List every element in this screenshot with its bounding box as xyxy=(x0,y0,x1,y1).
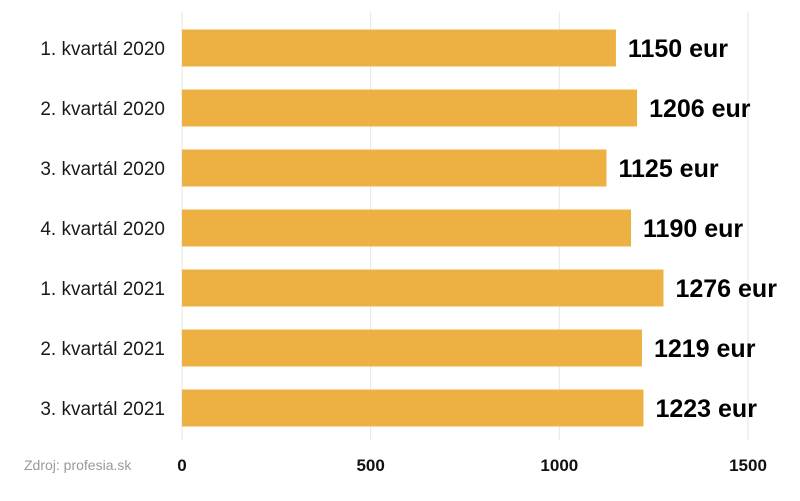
x-tick-label: 500 xyxy=(356,456,384,475)
category-labels: 1. kvartál 2020 2. kvartál 2020 3. kvartál… xyxy=(40,39,165,420)
x-tick-label: 1500 xyxy=(729,456,767,475)
value-label: 1206 eur xyxy=(649,95,751,123)
category-label: 3. kvartál 2021 xyxy=(40,399,165,420)
category-label: 4. kvartál 2020 xyxy=(40,219,165,240)
bar xyxy=(182,29,616,67)
category-label: 1. kvartál 2021 xyxy=(40,279,165,300)
source-note: Zdroj: profesia.sk xyxy=(24,457,132,473)
value-label: 1276 eur xyxy=(675,275,777,303)
x-axis-ticks: 0 500 1000 1500 xyxy=(177,456,767,475)
category-label: 2. kvartál 2020 xyxy=(40,99,165,120)
x-tick-label: 1000 xyxy=(540,456,578,475)
bar xyxy=(182,389,644,427)
category-label: 3. kvartál 2020 xyxy=(40,159,165,180)
value-label: 1125 eur xyxy=(619,155,719,183)
value-label: 1223 eur xyxy=(655,395,757,423)
category-label: 2. kvartál 2021 xyxy=(40,339,165,360)
bar xyxy=(182,329,642,367)
value-label: 1190 eur xyxy=(643,215,743,243)
value-label: 1219 eur xyxy=(654,335,756,363)
value-label: 1150 eur xyxy=(628,35,728,63)
bar xyxy=(182,269,664,307)
bar xyxy=(182,209,632,247)
x-tick-label: 0 xyxy=(177,456,186,475)
bar xyxy=(182,89,638,127)
bar xyxy=(182,149,607,187)
bars xyxy=(182,29,664,427)
value-labels: 1150 eur 1206 eur 1125 eur 1190 eur 1276 eur… xyxy=(619,35,778,423)
category-label: 1. kvartál 2020 xyxy=(40,39,165,60)
